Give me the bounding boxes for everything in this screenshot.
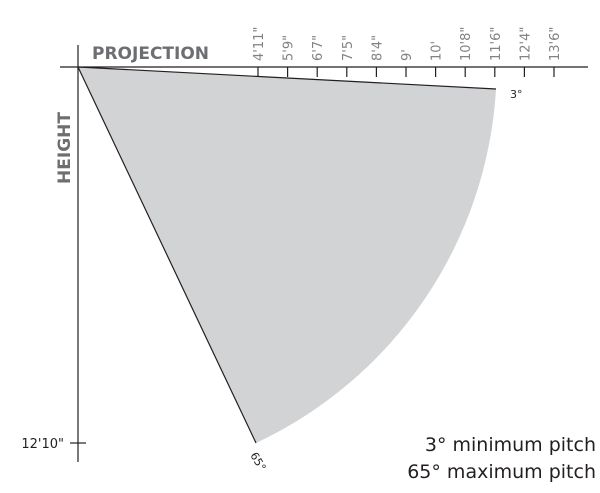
projection-tick-label: 12'4": [518, 27, 533, 61]
projection-tick-label: 11'6": [489, 27, 504, 61]
projection-tick-label: 10': [430, 41, 445, 61]
min-pitch-edge: [77, 66, 497, 90]
projection-axis-title: PROJECTION: [92, 44, 209, 64]
projection-ticks: 4'11" 5'9" 6'7" 7'5" 8'4" 9' 10' 10'8" 11'6" 12'4…: [252, 27, 563, 77]
projection-tick-label: 10'8": [459, 27, 474, 61]
max-pitch-caption: 65° maximum pitch: [407, 461, 596, 483]
projection-tick-label: 8'4": [370, 35, 385, 61]
height-tick-label: 12'10": [21, 437, 64, 452]
min-pitch-caption: 3° minimum pitch: [424, 434, 596, 456]
height-axis-title: HEIGHT: [55, 112, 75, 184]
projection-tick-label: 5'9": [282, 35, 297, 61]
projection-tick-label: 4'11": [252, 27, 267, 61]
projection-tick-label: 6'7": [311, 35, 326, 61]
projection-tick-label: 13'6": [548, 27, 563, 61]
projection-tick-label: 9': [400, 49, 415, 61]
pitch-range-sector: [78, 67, 496, 443]
min-angle-label: 3°: [510, 88, 523, 101]
max-angle-label: 65°: [247, 450, 268, 473]
projection-tick-label: 7'5": [341, 35, 356, 61]
max-pitch-edge: [77, 66, 257, 444]
